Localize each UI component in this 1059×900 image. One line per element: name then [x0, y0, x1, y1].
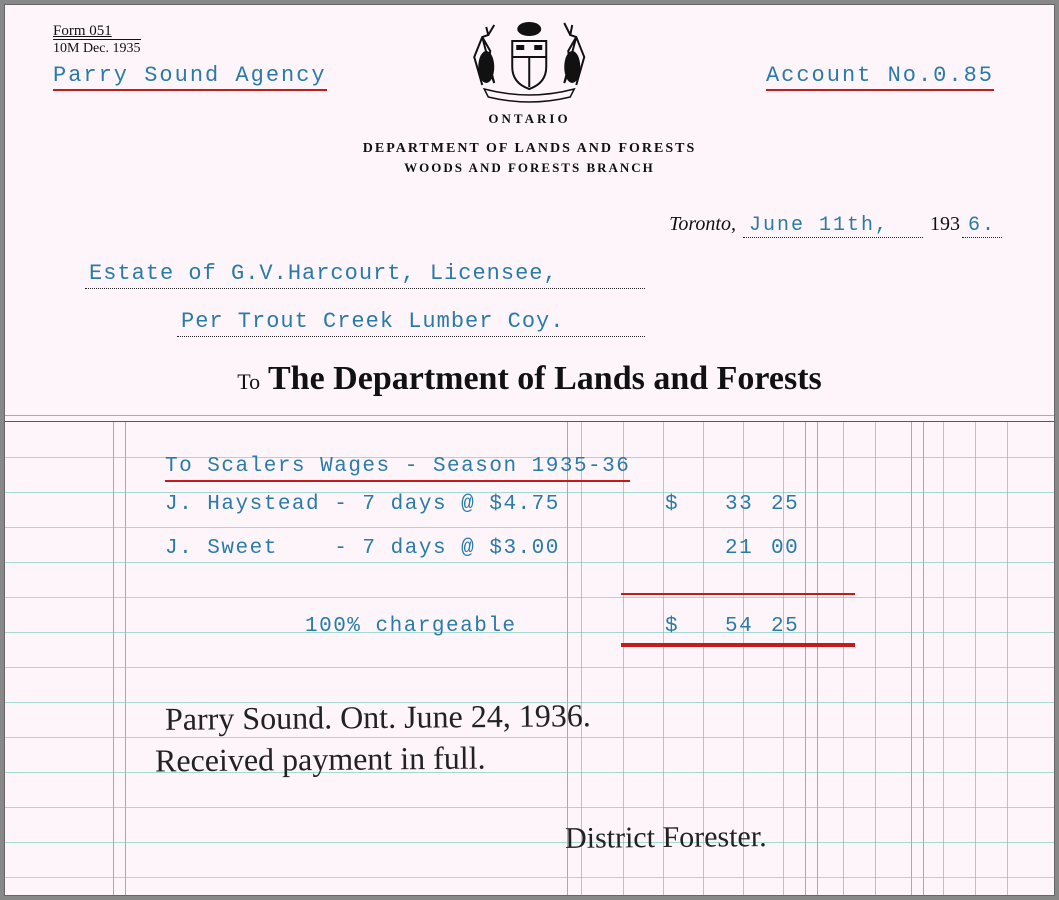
ledger-vline-minor — [943, 422, 944, 895]
city-label: Toronto, — [669, 213, 736, 235]
handwritten-line2: Received payment in full. — [155, 740, 486, 780]
ledger-top-rule — [5, 415, 1054, 422]
total-dollars: 54 — [725, 615, 753, 638]
total-cents: 25 — [771, 615, 799, 638]
crest-block: ONTARIO DEPARTMENT OF LANDS AND FORESTS … — [363, 17, 697, 176]
form-number-block: Form 051 10M Dec. 1935 — [53, 23, 141, 57]
ledger-hline — [5, 527, 1054, 528]
ledger-vline-minor — [843, 422, 844, 895]
document-page: Form 051 10M Dec. 1935 Parry Sound Agenc… — [4, 4, 1055, 896]
ledger-area: To Scalers Wages - Season 1935-36 J. Hay… — [5, 415, 1054, 895]
year-suffix: 6. — [962, 214, 1002, 238]
agency-name: Parry Sound Agency — [53, 63, 327, 91]
ledger-row-cents: 00 — [771, 537, 799, 560]
ledger-vline-major — [805, 422, 806, 895]
ledger-hline — [5, 842, 1054, 843]
ledger-vline-major — [817, 422, 818, 895]
ledger-row-cents: 25 — [771, 493, 799, 516]
coat-of-arms-icon — [454, 17, 604, 105]
ledger-vline-minor — [1007, 422, 1008, 895]
province-label: ONTARIO — [363, 111, 697, 127]
signature: District Forester. — [565, 820, 767, 856]
ledger-row-desc: J. Haystead - 7 days @ $4.75 — [165, 493, 560, 516]
ledger-vline-major — [923, 422, 924, 895]
date-line: Toronto, June 11th, 1936. — [669, 213, 1004, 238]
form-print-date: 10M Dec. 1935 — [53, 39, 141, 56]
handwritten-line1: Parry Sound. Ont. June 24, 1936. — [165, 697, 591, 738]
ledger-hline — [5, 807, 1054, 808]
ledger-vline-major — [125, 422, 126, 895]
form-number: Form 051 — [53, 23, 141, 40]
total-sym: $ — [665, 615, 679, 638]
ledger-vline-major — [113, 422, 114, 895]
ledger-row-desc: J. Sweet - 7 days @ $3.00 — [165, 537, 560, 560]
year-prefix: 193 — [930, 213, 960, 235]
ledger-hline — [5, 737, 1054, 738]
ledger-row-dollars: 21 — [725, 537, 753, 560]
ledger-vline-major — [911, 422, 912, 895]
ledger-hline — [5, 632, 1054, 633]
letterhead: Form 051 10M Dec. 1935 Parry Sound Agenc… — [5, 5, 1054, 415]
department-line1: DEPARTMENT OF LANDS AND FORESTS — [363, 141, 697, 157]
chargeable-label: 100% chargeable — [305, 615, 517, 638]
to-department-title: To The Department of Lands and Forests — [5, 360, 1054, 398]
to-body: The Department of Lands and Forests — [268, 360, 822, 397]
department-line2: WOODS AND FORESTS BRANCH — [363, 160, 697, 176]
ledger-vline-minor — [875, 422, 876, 895]
subtotal-rule — [621, 593, 855, 595]
account-number: Account No.0.85 — [766, 63, 994, 91]
licensee-line1: Estate of G.V.Harcourt, Licensee, — [85, 261, 645, 289]
ledger-hline — [5, 597, 1054, 598]
ledger-row-dollars: 33 — [725, 493, 753, 516]
ledger-row-sym: $ — [665, 493, 679, 516]
to-prefix: To — [237, 369, 260, 394]
date-value: June 11th, — [743, 214, 923, 238]
ledger-hline — [5, 667, 1054, 668]
total-double-rule — [621, 643, 855, 647]
ledger-vline-minor — [975, 422, 976, 895]
ledger-hline — [5, 877, 1054, 878]
licensee-line2: Per Trout Creek Lumber Coy. — [177, 309, 645, 337]
ledger-title: To Scalers Wages - Season 1935-36 — [165, 455, 630, 482]
ledger-hline — [5, 562, 1054, 563]
